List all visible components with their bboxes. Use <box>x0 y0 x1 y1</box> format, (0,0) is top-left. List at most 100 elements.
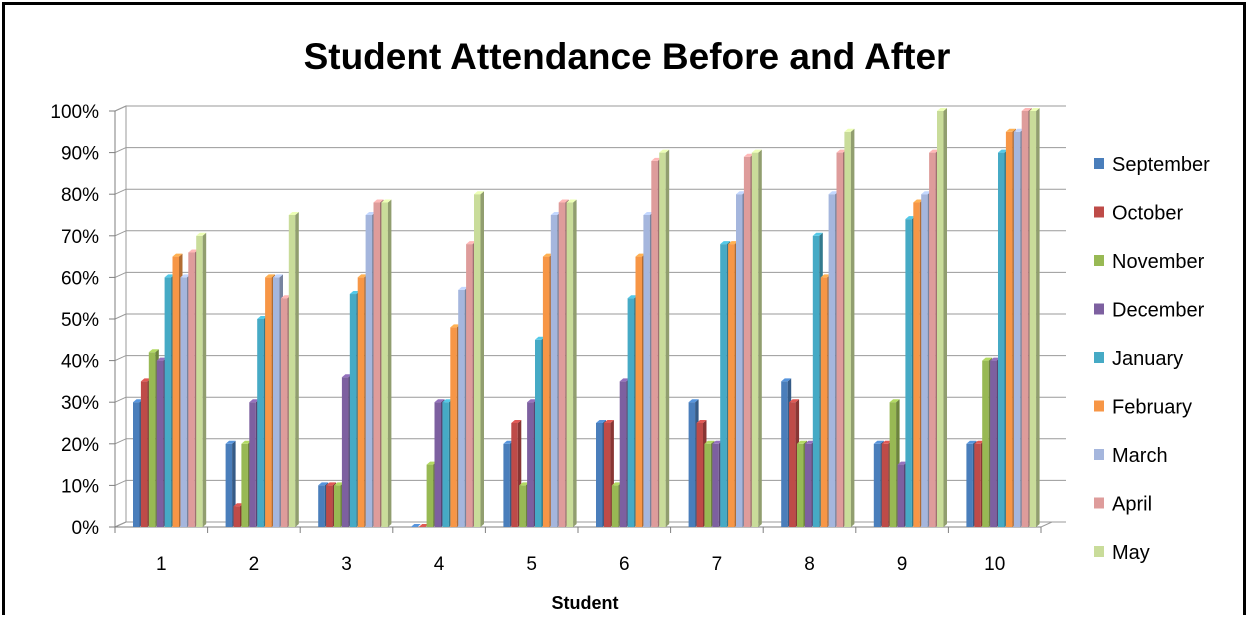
legend-swatch <box>1094 206 1104 218</box>
bar-front <box>257 319 264 527</box>
bar-top <box>881 440 892 444</box>
bar-front <box>712 443 719 527</box>
bar-front <box>349 294 357 527</box>
bar-front <box>789 402 796 527</box>
bar-top <box>990 357 1001 361</box>
bar-front <box>998 152 1005 527</box>
y-tick-label: 60% <box>61 268 99 289</box>
bar-top <box>627 295 638 299</box>
bar-front <box>913 202 920 527</box>
bar-top <box>897 461 908 465</box>
bar-top <box>781 378 792 382</box>
bar-front <box>921 194 928 527</box>
y-tick-label: 10% <box>61 476 99 497</box>
bar <box>288 212 299 527</box>
bar-top <box>535 336 545 340</box>
bar-top <box>836 149 847 153</box>
legend-item: September <box>1094 154 1210 176</box>
bar <box>196 232 207 528</box>
bar-top <box>381 199 392 203</box>
bar-side <box>295 212 299 527</box>
y-tick-label: 40% <box>61 352 99 373</box>
legend-label: March <box>1112 445 1168 467</box>
bar-front <box>836 152 843 527</box>
bar-front <box>651 160 658 528</box>
bar-front <box>535 339 542 527</box>
legend-item: April <box>1094 494 1152 516</box>
legend-label: December <box>1112 300 1205 322</box>
bar-front <box>873 443 881 527</box>
bar-front <box>820 277 828 527</box>
bar <box>566 199 577 527</box>
legend-label: April <box>1112 494 1152 516</box>
legend-swatch <box>1094 449 1104 460</box>
bar-front <box>704 443 711 527</box>
legend-swatch <box>1094 497 1104 509</box>
bar <box>844 128 855 528</box>
bar-front <box>743 156 751 527</box>
bar-top <box>288 212 299 215</box>
bar-top <box>318 482 329 486</box>
bar-front <box>519 485 526 527</box>
bar-front <box>897 464 904 527</box>
bar <box>418 524 429 527</box>
bar <box>474 191 484 527</box>
bar-front <box>889 402 897 527</box>
legend-label: May <box>1112 542 1150 564</box>
bar-front <box>225 443 233 527</box>
bar-top <box>280 295 291 299</box>
legend-swatch <box>1094 303 1104 315</box>
bar-front <box>196 235 203 528</box>
gridline-side <box>114 438 127 445</box>
gridline-side <box>114 147 127 154</box>
bar-top <box>511 420 522 423</box>
bar-top <box>133 399 143 403</box>
bar-front <box>974 443 981 527</box>
bar-front <box>326 485 333 527</box>
bar-top <box>373 199 384 203</box>
legend: September October November December January F… <box>1094 154 1210 564</box>
bar-top <box>611 482 622 486</box>
bar-top <box>334 482 344 486</box>
bar-top <box>743 153 754 157</box>
bar-front <box>828 194 836 527</box>
legend-swatch <box>1094 255 1104 266</box>
bar-top <box>797 440 807 444</box>
bar-top <box>566 199 577 203</box>
bar-front <box>511 423 518 527</box>
bar-front <box>566 202 574 527</box>
bar-front <box>905 219 912 527</box>
bar-top <box>148 349 159 353</box>
bar-side <box>387 199 392 527</box>
x-tick-label: 10 <box>984 554 1005 575</box>
bar-front <box>474 194 481 527</box>
bar <box>659 149 670 527</box>
bar-front <box>458 289 465 527</box>
bar-front <box>466 244 473 527</box>
legend-label: November <box>1112 251 1205 273</box>
bar-top <box>326 482 337 486</box>
bar-top <box>929 149 940 153</box>
bar-top <box>519 482 530 486</box>
bar-front <box>728 244 735 527</box>
bar-front <box>812 235 820 528</box>
bar-top <box>180 274 191 278</box>
gridline-side <box>114 355 127 362</box>
x-tick-label: 1 <box>156 554 167 575</box>
bar-top <box>442 399 453 403</box>
bar-front <box>781 381 788 527</box>
bar-top <box>188 249 199 253</box>
bar-top <box>751 149 762 153</box>
y-tick-label: 20% <box>61 435 99 456</box>
x-axis-label: Student <box>552 593 619 613</box>
legend-label: January <box>1112 348 1183 370</box>
chart-title: Student Attendance Before and After <box>303 36 951 77</box>
bar-front <box>603 423 611 527</box>
legend-item: January <box>1094 348 1183 370</box>
bar-front <box>156 360 164 527</box>
bar-top <box>164 274 175 278</box>
bar <box>1029 108 1040 527</box>
bar-side <box>943 108 947 527</box>
y-tick-label: 30% <box>61 393 99 414</box>
bar-front <box>373 202 380 527</box>
